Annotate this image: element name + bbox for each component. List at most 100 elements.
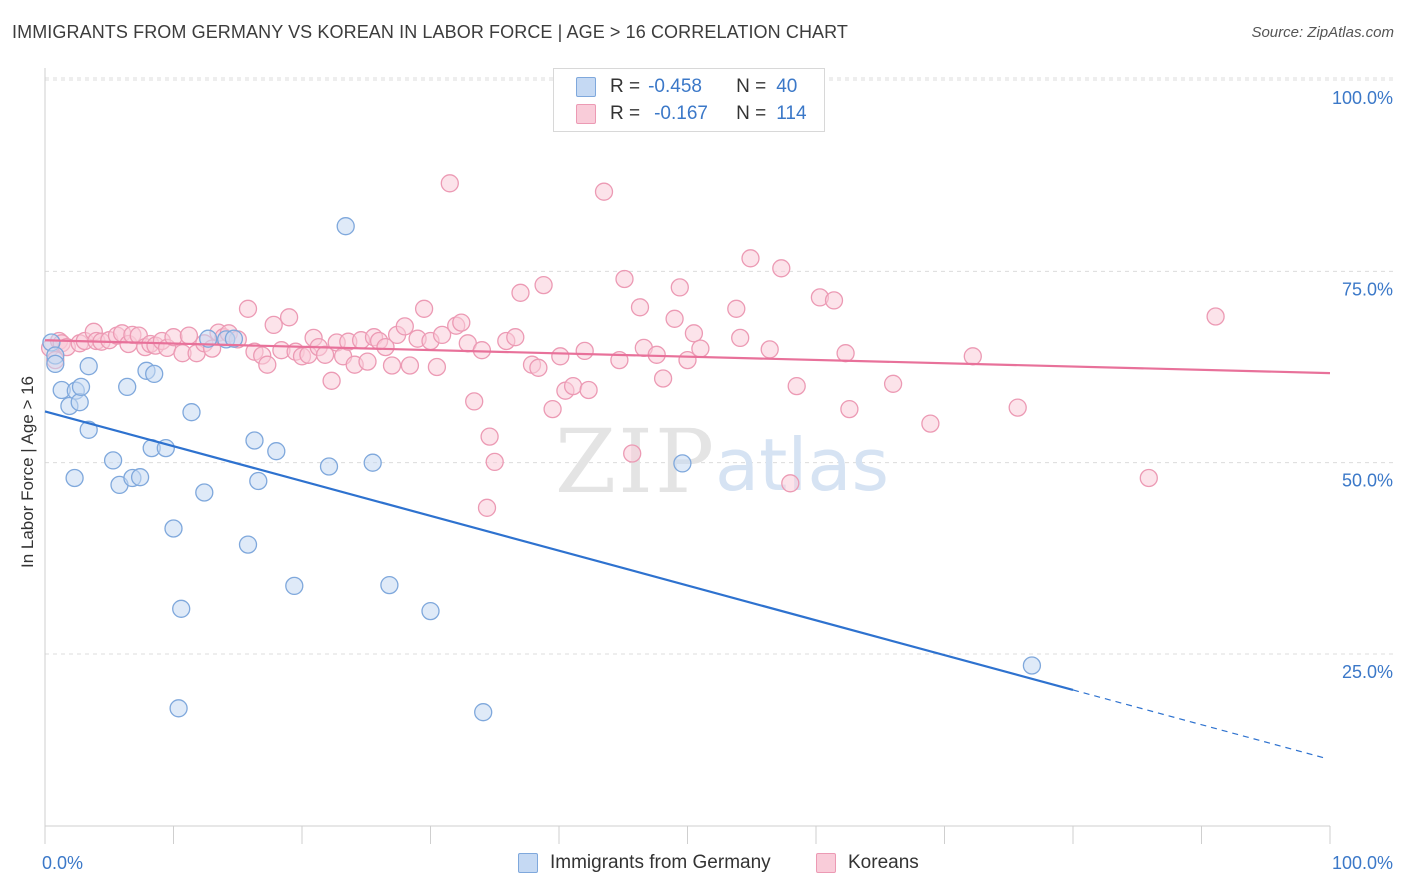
data-point	[71, 377, 91, 397]
data-point	[118, 377, 137, 397]
data-point	[691, 339, 710, 358]
data-point	[164, 519, 183, 538]
data-point	[130, 468, 150, 487]
data-point	[840, 399, 859, 419]
data-point	[963, 347, 982, 366]
r-value: -0.458	[648, 76, 702, 97]
data-point	[65, 468, 84, 488]
data-point	[474, 703, 493, 722]
data-point	[382, 356, 402, 375]
data-point	[182, 403, 201, 422]
y-tick-label: 100.0%	[1332, 88, 1393, 108]
data-point	[670, 278, 689, 297]
data-point	[224, 329, 244, 348]
r-label: R =	[610, 76, 641, 97]
data-point	[615, 269, 634, 289]
data-point	[1206, 307, 1225, 326]
data-point	[70, 393, 89, 412]
legend-item-germany[interactable]: Immigrants from Germany	[518, 852, 771, 874]
data-point	[46, 354, 65, 374]
data-point	[285, 576, 304, 596]
data-point	[551, 347, 570, 366]
legend-row-korean: R = -0.167 N = 114	[576, 102, 807, 126]
data-point	[477, 498, 497, 517]
data-point	[630, 298, 650, 317]
data-point	[921, 414, 940, 433]
data-point	[543, 399, 562, 419]
n-label: N =	[736, 103, 767, 124]
data-point	[421, 601, 440, 621]
germany-swatch	[576, 77, 596, 97]
data-point	[400, 356, 420, 375]
data-point	[267, 442, 286, 461]
data-point	[172, 599, 191, 618]
data-point	[358, 352, 377, 371]
data-point	[279, 308, 299, 327]
data-point	[169, 699, 188, 718]
data-point	[883, 374, 903, 393]
data-point	[653, 369, 673, 388]
y-axis-title: In Labor Force | Age > 16	[18, 375, 37, 568]
data-point	[79, 420, 98, 439]
data-point	[395, 317, 414, 336]
data-point	[179, 326, 199, 345]
data-point	[731, 328, 750, 348]
trend-lines	[44, 339, 1331, 759]
data-point	[336, 217, 355, 236]
chart-title: IMMIGRANTS FROM GERMANY VS KOREAN IN LAB…	[12, 22, 849, 42]
data-point	[376, 337, 395, 357]
germany-trend-line	[44, 410, 1074, 692]
axis-labels: 25.0% 50.0% 75.0% 100.0% 0.0% 100.0%	[42, 88, 1393, 873]
data-point	[760, 340, 779, 359]
data-point	[623, 444, 642, 463]
data-point	[1022, 656, 1042, 675]
data-point	[485, 452, 504, 472]
germany-points	[42, 217, 1042, 722]
korean-trend-line	[44, 339, 1331, 375]
data-point	[1139, 468, 1158, 488]
data-point	[145, 364, 164, 384]
data-point	[432, 325, 452, 345]
axes	[44, 68, 1331, 844]
x-tick-label: 0.0%	[42, 853, 83, 873]
data-point	[684, 324, 704, 343]
data-point	[238, 535, 258, 554]
grid-lines	[45, 77, 1395, 655]
data-point	[103, 451, 123, 470]
data-point	[452, 313, 471, 332]
y-tick-label: 75.0%	[1342, 279, 1393, 299]
data-point	[245, 431, 264, 450]
data-point	[673, 454, 692, 473]
data-point	[511, 283, 530, 302]
data-point	[380, 575, 399, 595]
data-point	[1008, 398, 1027, 417]
r-value: -0.167	[654, 103, 708, 124]
n-value: 40	[776, 76, 798, 97]
germany-legend-swatch	[518, 853, 538, 873]
data-point	[199, 329, 218, 348]
data-point	[414, 299, 434, 318]
n-label: N =	[736, 76, 767, 97]
data-point	[836, 344, 855, 363]
legend-row-germany: R = -0.458 N = 40	[576, 75, 797, 99]
data-point	[480, 427, 499, 446]
n-value: 114	[776, 103, 807, 124]
data-point	[772, 259, 791, 278]
data-point	[727, 299, 746, 318]
data-point	[575, 341, 594, 361]
data-point	[79, 357, 98, 376]
y-tick-label: 25.0%	[1342, 662, 1393, 682]
data-point	[465, 392, 484, 411]
r-label: R =	[610, 103, 641, 124]
data-point	[506, 328, 525, 347]
data-point	[534, 275, 553, 295]
legend-label-germany: Immigrants from Germany	[550, 852, 771, 873]
data-point	[563, 376, 583, 396]
legend-item-korean[interactable]: Koreans	[816, 852, 919, 874]
source-credit: Source: ZipAtlas.com	[1251, 24, 1394, 41]
legend-label-korean: Koreans	[848, 852, 919, 873]
germany-trend-extension	[1072, 689, 1326, 759]
data-point	[824, 291, 844, 310]
data-point	[264, 315, 283, 335]
